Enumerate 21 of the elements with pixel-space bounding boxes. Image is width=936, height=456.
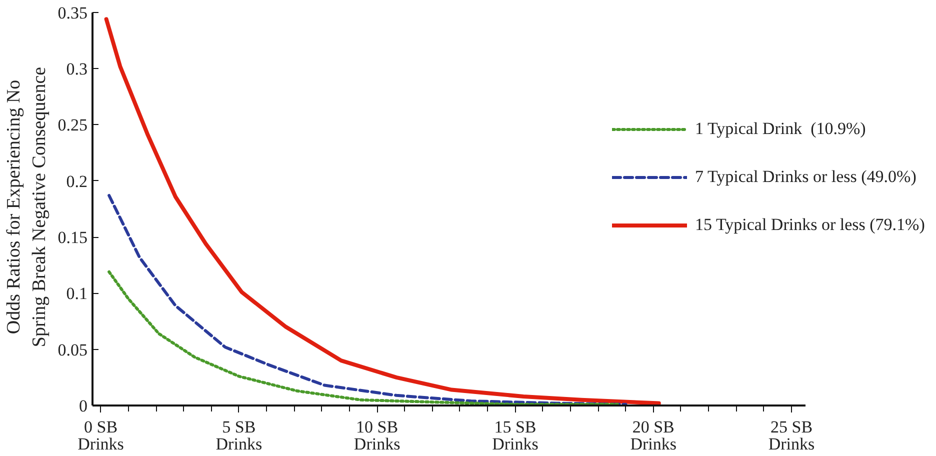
x-tick-label: 10 SB Drinks	[354, 418, 400, 454]
x-tick-label: 15 SB Drinks	[492, 418, 538, 454]
legend-label: 15 Typical Drinks or less (79.1%)	[695, 215, 925, 235]
legend-label: 7 Typical Drinks or less (49.0%)	[695, 167, 916, 187]
line-series	[104, 17, 661, 406]
y-tick-label: 0.15	[58, 228, 88, 248]
x-tick-label: 20 SB Drinks	[630, 418, 677, 454]
line-series	[108, 270, 619, 406]
x-tick-label: 25 SB Drinks	[768, 418, 815, 454]
y-tick-label: 0	[79, 396, 88, 416]
y-tick-label: 0.35	[58, 3, 88, 22]
line-series	[108, 194, 628, 406]
y-tick-label: 0.3	[66, 60, 88, 79]
y-tick-label: 0.05	[58, 340, 88, 360]
y-tick-label: 0.1	[66, 284, 88, 304]
y-axis-title: Odds Ratios for Experiencing No Spring Break Negative Consequence	[4, 66, 50, 348]
legend-label: 1 Typical Drink (10.9%)	[695, 119, 866, 139]
y-tick-label: 0.2	[66, 172, 88, 191]
x-tick-label: 0 SB Drinks	[78, 418, 124, 454]
y-tick-label: 0.25	[58, 116, 88, 135]
x-tick-label: 5 SB Drinks	[216, 418, 262, 454]
